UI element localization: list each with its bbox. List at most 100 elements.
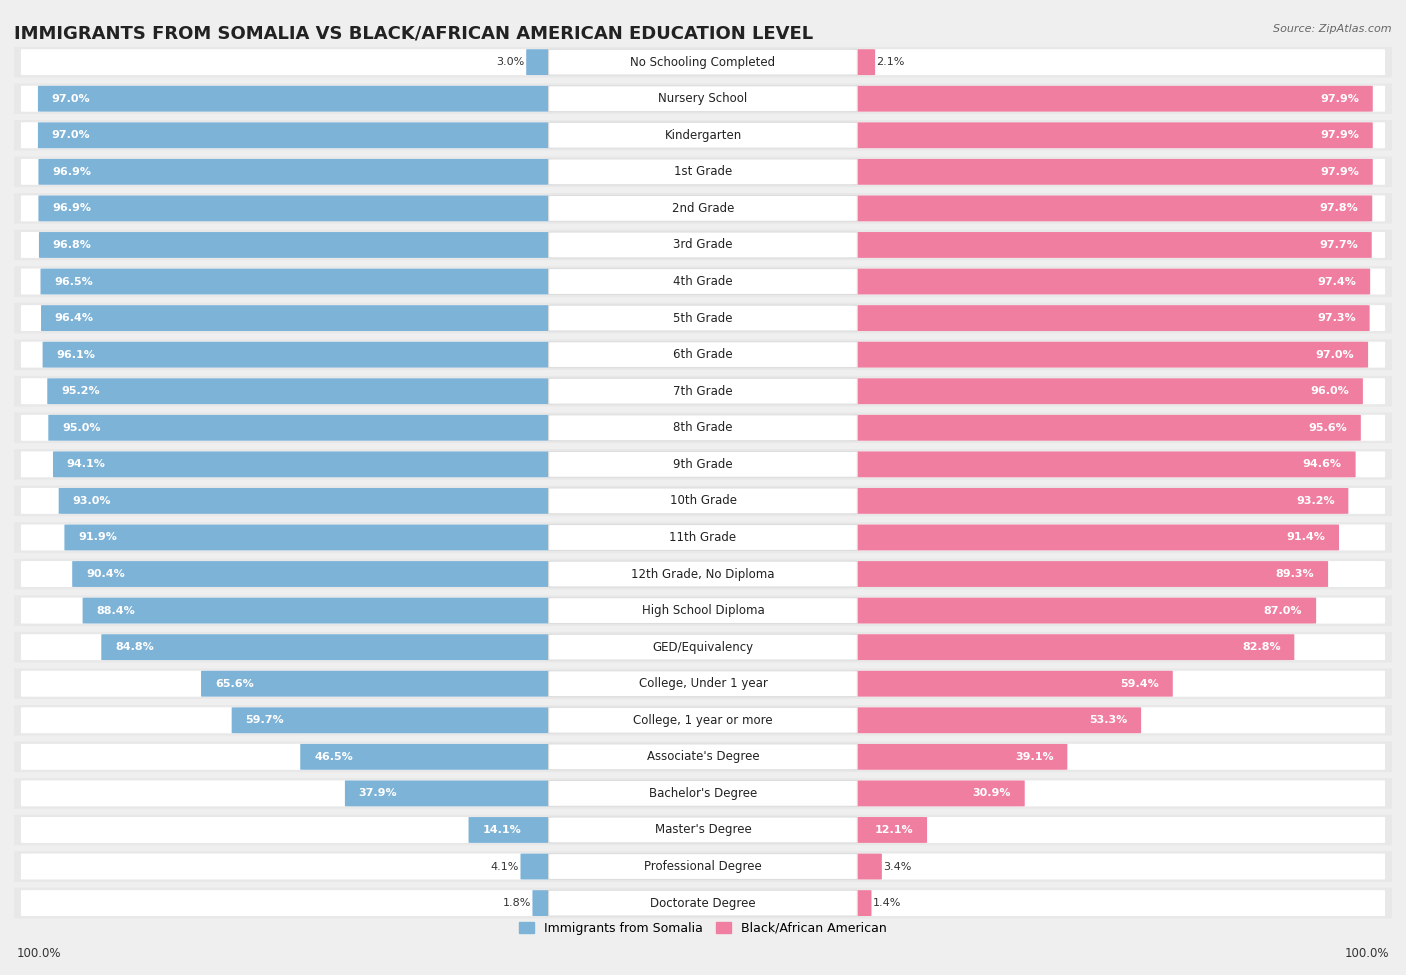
Text: 10th Grade: 10th Grade: [669, 494, 737, 507]
FancyBboxPatch shape: [10, 523, 1396, 553]
Text: 4.1%: 4.1%: [491, 862, 519, 872]
FancyBboxPatch shape: [10, 193, 1396, 223]
FancyBboxPatch shape: [548, 414, 858, 441]
Text: Doctorate Degree: Doctorate Degree: [650, 897, 756, 910]
Text: 4th Grade: 4th Grade: [673, 275, 733, 288]
FancyBboxPatch shape: [21, 86, 1385, 112]
FancyBboxPatch shape: [548, 305, 858, 332]
Text: 2nd Grade: 2nd Grade: [672, 202, 734, 214]
FancyBboxPatch shape: [10, 412, 1396, 443]
Text: 3rd Grade: 3rd Grade: [673, 239, 733, 252]
Text: 96.4%: 96.4%: [55, 313, 94, 323]
FancyBboxPatch shape: [468, 817, 553, 843]
FancyBboxPatch shape: [21, 780, 1385, 806]
FancyBboxPatch shape: [21, 341, 1385, 368]
FancyBboxPatch shape: [38, 122, 553, 148]
Text: IMMIGRANTS FROM SOMALIA VS BLACK/AFRICAN AMERICAN EDUCATION LEVEL: IMMIGRANTS FROM SOMALIA VS BLACK/AFRICAN…: [14, 24, 813, 42]
Text: 96.9%: 96.9%: [52, 204, 91, 214]
FancyBboxPatch shape: [301, 744, 553, 770]
FancyBboxPatch shape: [548, 86, 858, 112]
Text: 96.0%: 96.0%: [1310, 386, 1350, 396]
FancyBboxPatch shape: [548, 744, 858, 770]
FancyBboxPatch shape: [853, 122, 1372, 148]
Text: 12.1%: 12.1%: [875, 825, 914, 835]
FancyBboxPatch shape: [853, 634, 1295, 660]
FancyBboxPatch shape: [548, 890, 858, 916]
Text: 88.4%: 88.4%: [97, 605, 135, 615]
Text: 97.3%: 97.3%: [1317, 313, 1355, 323]
Text: 100.0%: 100.0%: [1344, 947, 1389, 960]
Text: 97.0%: 97.0%: [1316, 350, 1354, 360]
FancyBboxPatch shape: [10, 303, 1396, 333]
Text: 94.6%: 94.6%: [1303, 459, 1341, 469]
FancyBboxPatch shape: [548, 853, 858, 879]
FancyBboxPatch shape: [548, 561, 858, 587]
FancyBboxPatch shape: [21, 707, 1385, 733]
FancyBboxPatch shape: [21, 451, 1385, 478]
Text: 12th Grade, No Diploma: 12th Grade, No Diploma: [631, 567, 775, 580]
FancyBboxPatch shape: [38, 195, 553, 221]
FancyBboxPatch shape: [548, 159, 858, 185]
Text: 95.2%: 95.2%: [60, 386, 100, 396]
Text: High School Diploma: High School Diploma: [641, 604, 765, 617]
FancyBboxPatch shape: [853, 49, 875, 75]
FancyBboxPatch shape: [10, 376, 1396, 407]
FancyBboxPatch shape: [10, 559, 1396, 589]
FancyBboxPatch shape: [853, 707, 1142, 733]
Text: 91.9%: 91.9%: [79, 532, 117, 542]
Text: Kindergarten: Kindergarten: [665, 129, 741, 141]
Text: 30.9%: 30.9%: [973, 789, 1011, 799]
FancyBboxPatch shape: [38, 86, 553, 112]
FancyBboxPatch shape: [548, 671, 858, 697]
Text: 5th Grade: 5th Grade: [673, 312, 733, 325]
Text: Professional Degree: Professional Degree: [644, 860, 762, 873]
Text: 97.4%: 97.4%: [1317, 277, 1357, 287]
FancyBboxPatch shape: [548, 49, 858, 75]
Legend: Immigrants from Somalia, Black/African American: Immigrants from Somalia, Black/African A…: [515, 916, 891, 940]
FancyBboxPatch shape: [548, 122, 858, 148]
Text: 97.9%: 97.9%: [1320, 94, 1360, 103]
FancyBboxPatch shape: [10, 888, 1396, 918]
FancyBboxPatch shape: [21, 305, 1385, 332]
Text: 37.9%: 37.9%: [359, 789, 398, 799]
FancyBboxPatch shape: [853, 598, 1316, 624]
Text: 39.1%: 39.1%: [1015, 752, 1053, 761]
FancyBboxPatch shape: [21, 488, 1385, 514]
FancyBboxPatch shape: [548, 817, 858, 843]
Text: 95.6%: 95.6%: [1309, 423, 1347, 433]
FancyBboxPatch shape: [21, 525, 1385, 551]
FancyBboxPatch shape: [548, 488, 858, 514]
FancyBboxPatch shape: [853, 890, 872, 916]
FancyBboxPatch shape: [48, 378, 553, 405]
FancyBboxPatch shape: [10, 84, 1396, 114]
FancyBboxPatch shape: [853, 671, 1173, 697]
Text: 95.0%: 95.0%: [62, 423, 101, 433]
Text: 93.0%: 93.0%: [73, 496, 111, 506]
FancyBboxPatch shape: [853, 86, 1372, 112]
Text: 97.8%: 97.8%: [1320, 204, 1358, 214]
Text: Nursery School: Nursery School: [658, 93, 748, 105]
Text: Associate's Degree: Associate's Degree: [647, 751, 759, 763]
Text: 2.1%: 2.1%: [876, 58, 905, 67]
Text: 53.3%: 53.3%: [1090, 716, 1128, 725]
Text: 96.9%: 96.9%: [52, 167, 91, 176]
FancyBboxPatch shape: [853, 488, 1348, 514]
FancyBboxPatch shape: [853, 561, 1329, 587]
FancyBboxPatch shape: [548, 341, 858, 368]
Text: 100.0%: 100.0%: [17, 947, 62, 960]
Text: 97.0%: 97.0%: [52, 94, 90, 103]
FancyBboxPatch shape: [21, 598, 1385, 624]
FancyBboxPatch shape: [853, 414, 1361, 441]
Text: 46.5%: 46.5%: [314, 752, 353, 761]
Text: 96.1%: 96.1%: [56, 350, 96, 360]
Text: 84.8%: 84.8%: [115, 643, 153, 652]
FancyBboxPatch shape: [548, 707, 858, 733]
FancyBboxPatch shape: [10, 230, 1396, 260]
FancyBboxPatch shape: [548, 195, 858, 221]
FancyBboxPatch shape: [10, 669, 1396, 699]
Text: 7th Grade: 7th Grade: [673, 385, 733, 398]
Text: 11th Grade: 11th Grade: [669, 531, 737, 544]
FancyBboxPatch shape: [548, 525, 858, 551]
Text: 14.1%: 14.1%: [482, 825, 522, 835]
Text: 82.8%: 82.8%: [1241, 643, 1281, 652]
